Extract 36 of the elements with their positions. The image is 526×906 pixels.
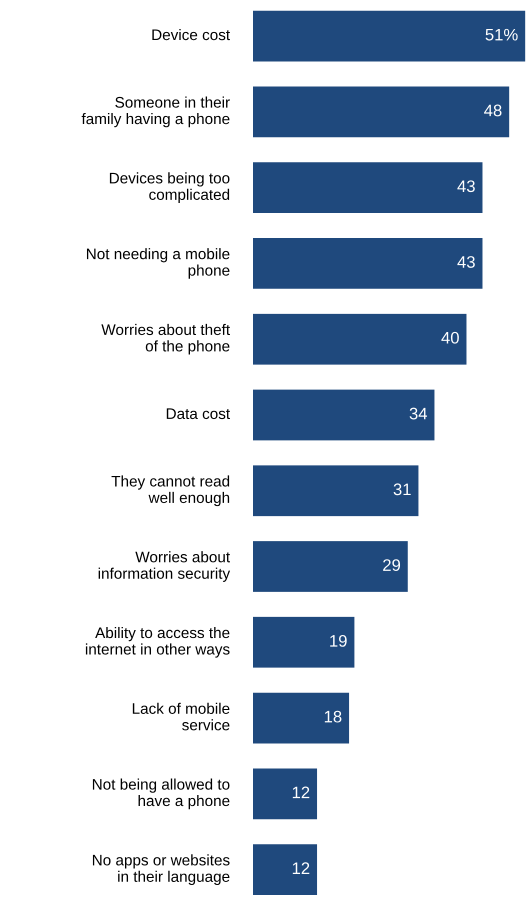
data-label: 43 <box>457 180 475 192</box>
bar <box>253 541 408 592</box>
y-tick-label: Not being allowed to have a phone <box>92 778 230 810</box>
bar <box>253 86 510 138</box>
data-label: 12 <box>292 786 310 798</box>
y-tick-label: No apps or websites in their language <box>92 854 230 885</box>
bar <box>253 390 434 440</box>
bar <box>253 238 482 289</box>
data-label: 31 <box>394 483 411 496</box>
bar <box>253 314 466 365</box>
y-tick-label: Data cost <box>166 408 230 420</box>
bar <box>253 768 318 820</box>
data-label: 19 <box>330 634 347 647</box>
y-tick-label: Worries about theft of the phone <box>101 324 230 355</box>
data-label: 34 <box>410 408 428 420</box>
bar <box>253 616 354 668</box>
y-tick-label: Ability to access the internet in other ways <box>86 626 230 658</box>
data-label: 12 <box>292 862 310 874</box>
y-tick-label: Worries about information security <box>98 551 230 582</box>
bar <box>253 465 418 516</box>
bar <box>253 844 318 896</box>
bar <box>253 10 526 62</box>
bar <box>253 692 350 744</box>
data-label: 51% <box>486 28 518 41</box>
y-tick-label: Someone in their family having a phone <box>82 96 230 128</box>
y-tick-label: Lack of mobile service <box>132 702 230 730</box>
data-label: 40 <box>441 332 459 344</box>
data-label: 48 <box>484 104 502 116</box>
y-tick-label: Devices being too complicated <box>110 172 230 203</box>
data-label: 18 <box>324 710 342 723</box>
y-tick-label: They cannot read well enough <box>112 475 230 506</box>
y-tick-label: Device cost <box>152 28 230 40</box>
data-label: 43 <box>457 256 475 268</box>
data-label: 29 <box>383 559 400 571</box>
y-tick-label: Not needing a mobile phone <box>86 248 230 279</box>
bar <box>253 162 482 214</box>
